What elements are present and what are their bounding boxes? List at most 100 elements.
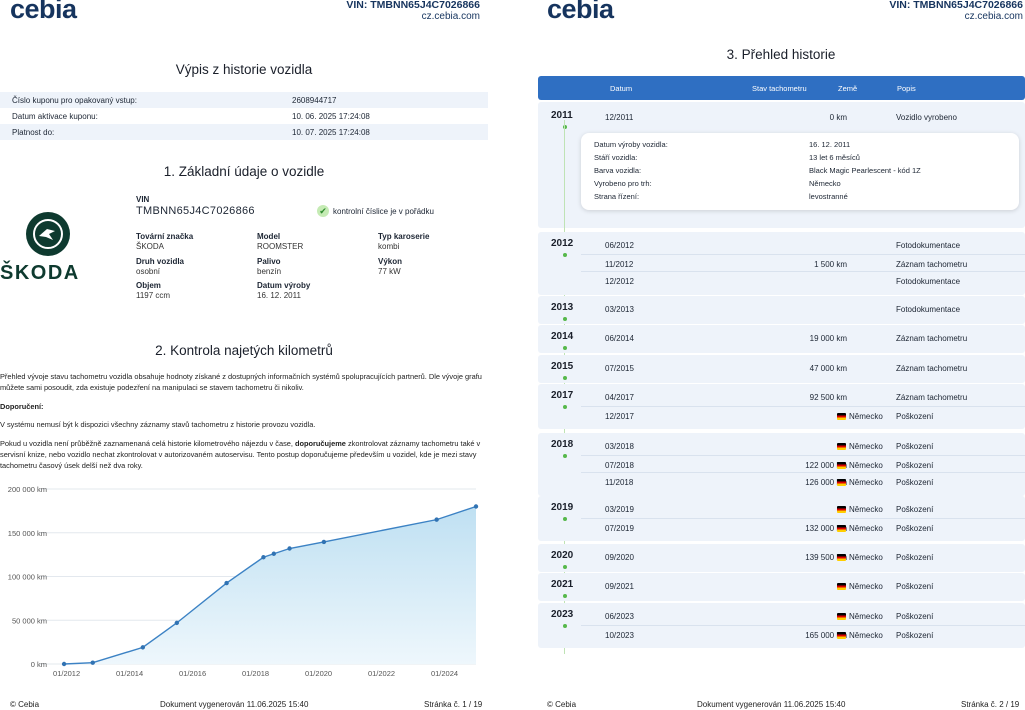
history-entry: 09/2020 139 500 km Německo Poškození (581, 548, 1025, 565)
timeline-dot (562, 624, 567, 628)
detail-value: 16. 12. 2011 (809, 140, 851, 149)
history-year-2019: 2019 03/2019 Německo Poškození 07/2019 132 00… (538, 496, 1025, 541)
history-entry: 07/2019 132 000 km Německo Poškození (581, 517, 1025, 535)
advice-emphasis: doporučujeme (294, 439, 346, 448)
entry-date: 04/2017 (605, 393, 634, 402)
entry-description: Poškození (896, 442, 934, 451)
mileage-point (140, 645, 146, 650)
entry-date: 07/2019 (605, 523, 634, 533)
timeline-dot (562, 517, 567, 521)
x-tick-label: 01/2014 (116, 669, 143, 678)
mileage-point (224, 580, 229, 586)
spec-label: Model (257, 232, 281, 241)
mileage-point (473, 504, 479, 509)
coupon-value: 10. 06. 2025 17:24:08 (292, 111, 370, 121)
timeline-dot (562, 454, 567, 458)
entry-country: Německo (837, 524, 883, 533)
header-vin: VIN: TMBNN65J4C7026866 (346, 0, 480, 11)
footer-copyright: © Cebia (547, 700, 577, 709)
entry-country-name: Německo (849, 582, 883, 591)
header-url[interactable]: cz.cebia.com (964, 11, 1023, 22)
entry-description: Záznam tachometru (896, 334, 968, 343)
germany-flag-icon (837, 412, 846, 420)
entry-country-name: Německo (849, 442, 883, 451)
coupon-row: Platnost do: 10. 07. 2025 17:24:08 (0, 124, 488, 140)
entry-description: Poškození (896, 411, 934, 421)
entry-date: 09/2020 (605, 553, 634, 562)
year-label: 2017 (551, 390, 574, 401)
germany-flag-icon (837, 583, 846, 590)
header-url[interactable]: cz.cebia.com (421, 11, 480, 22)
x-tick-label: 01/2020 (305, 669, 332, 678)
report-page-1: cebia VIN: TMBNN65J4C7026866 cz.cebia.co… (0, 0, 512, 710)
y-tick-label: 100 000 km (8, 573, 47, 582)
germany-flag-icon (837, 443, 846, 450)
history-entry: 12/2011 0 km Vozidlo vyrobeno (581, 108, 1025, 125)
entry-country-name: Německo (849, 630, 883, 640)
year-label: 2020 (551, 550, 574, 561)
history-year-2017: 2017 04/2017 92 500 km Záznam tachometru 12/… (538, 384, 1025, 429)
history-entry: 03/2019 Německo Poškození (581, 500, 1025, 517)
mileage-point (271, 551, 277, 556)
entry-description: Poškození (896, 478, 934, 487)
entry-date: 07/2018 (605, 460, 634, 470)
history-entry: 07/2018 122 000 km Německo Poškození (581, 454, 1025, 472)
entry-country: Německo (837, 553, 883, 562)
coupon-label: Platnost do: (12, 127, 55, 137)
year-label: 2018 (551, 439, 574, 450)
entry-description: Poškození (896, 523, 934, 533)
spec-model: Model ROOMSTER (257, 232, 303, 251)
entry-country: Německo (837, 505, 883, 514)
mileage-point (174, 620, 180, 626)
mileage-chart: 0 km 50 000 km 100 000 km 150 000 km 200 000… (8, 485, 479, 678)
advice-text-b: zkontrolovat záznamy tachometru také v s… (0, 439, 481, 470)
mileage-area (64, 506, 477, 664)
coupon-label: Datum aktivace kuponu: (12, 111, 98, 121)
history-entry: 11/2012 1 500 km Záznam tachometru (581, 253, 1025, 271)
detail-label: Barva vozidla: (594, 166, 642, 175)
entry-odometer: 165 000 km (805, 630, 847, 640)
history-year-2023: 2023 06/2023 Německo Poškození 10/2023 165 00… (538, 603, 1025, 648)
year-label: 2021 (551, 579, 574, 590)
spec-fuel: Palivo benzín (257, 257, 281, 276)
skoda-arrow-icon (33, 219, 63, 249)
entry-country-name: Německo (849, 505, 883, 514)
section-title-basic-info: 1. Základní údaje o vozidle (163, 164, 325, 179)
year-label: 2014 (551, 331, 574, 342)
entry-description: Záznam tachometru (896, 259, 968, 269)
vin-value: TMBNN65J4C7026866 (136, 205, 255, 217)
history-entry: 12/2017 Německo Poškození (581, 405, 1025, 423)
spec-value: kombi (378, 242, 400, 251)
history-entry: 12/2012 Fotodokumentace (581, 271, 1025, 288)
entry-country: Německo (837, 612, 883, 621)
entry-date: 03/2013 (605, 305, 634, 314)
entry-description: Poškození (896, 460, 934, 470)
section-title-mileage: 2. Kontrola najetých kilometrů (155, 343, 333, 358)
intro-paragraph: Přehled vývoje stavu tachometru vozidla … (0, 372, 482, 392)
germany-flag-icon (837, 479, 846, 486)
report-page-2: cebia VIN: TMBNN65J4C7026866 cz.cebia.co… (513, 0, 1025, 710)
entry-country: Německo (837, 442, 883, 451)
history-year-2015: 2015 07/2015 47 000 km Záznam tachometru (538, 355, 1025, 383)
history-year-2012: 2012 06/2012 Fotodokumentace 11/2012 1 500 k… (538, 232, 1025, 295)
y-tick-label: 200 000 km (8, 485, 47, 494)
mileage-point (90, 660, 95, 665)
entry-date: 10/2023 (605, 630, 634, 640)
page-title: 3. Přehled historie (726, 47, 836, 62)
entry-country: Německo (837, 478, 883, 487)
spec-value: benzín (257, 267, 282, 276)
entry-date: 06/2023 (605, 612, 634, 621)
entry-description: Poškození (896, 505, 934, 514)
germany-flag-icon (837, 631, 846, 639)
germany-flag-icon (837, 613, 846, 620)
entry-description: Poškození (896, 612, 934, 621)
history-year-2018: 2018 03/2018 Německo Poškození 07/2018 122 00… (538, 433, 1025, 496)
cebia-logo: cebia (10, 0, 77, 25)
footer-page-number: Stránka č. 2 / 19 (961, 700, 1020, 709)
recommendation-label: Doporučení: (0, 402, 44, 411)
spec-volume: Objem 1197 ccm (136, 281, 170, 300)
col-date: Datum (610, 84, 633, 93)
year-label: 2012 (551, 238, 574, 249)
entry-date: 06/2014 (605, 334, 634, 343)
spec-label: Datum výroby (257, 281, 311, 290)
